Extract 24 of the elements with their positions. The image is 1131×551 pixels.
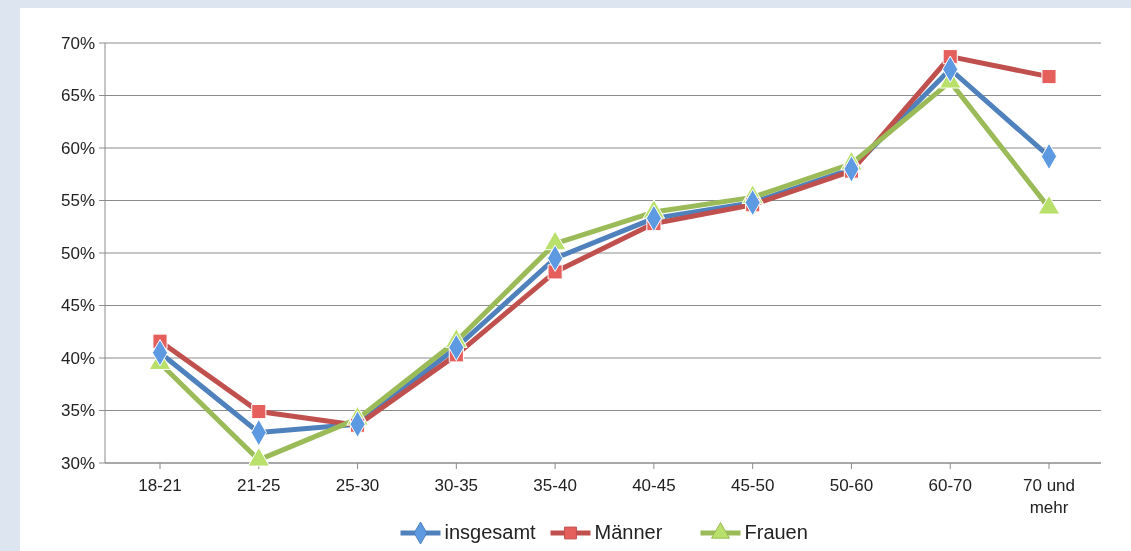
y-tick-label: 55%: [60, 191, 95, 211]
y-tick-label: 40%: [60, 348, 95, 368]
point: [1041, 69, 1057, 85]
y-tick-label: 60%: [60, 138, 95, 158]
y-tick-label: 45%: [60, 296, 95, 316]
x-tick-label: 60-70: [928, 476, 972, 495]
x-tick-label: 45-50: [730, 476, 775, 495]
point: [251, 403, 267, 420]
x-tick-label: 18-21: [138, 476, 182, 495]
legend-label: Männer: [594, 521, 663, 543]
x-tick-label: 35-40: [533, 476, 577, 495]
legend-label: insgesamt: [444, 521, 537, 543]
legend-label: Frauen: [744, 521, 808, 543]
y-tick-label: 35%: [60, 401, 95, 421]
y-tick-label: 50%: [60, 243, 95, 263]
x-tick-label: 21-25: [237, 476, 281, 495]
y-tick-label: 70%: [60, 33, 95, 53]
x-tick-label: 70 und mehr: [1023, 476, 1075, 517]
y-tick-label: 65%: [60, 86, 95, 106]
x-tick-label: 30-35: [434, 476, 479, 495]
x-tick-label: 25-30: [335, 476, 380, 495]
x-tick-label: 50-60: [829, 476, 874, 495]
y-tick-label: 30%: [60, 453, 95, 473]
x-tick-label: 40-45: [632, 476, 676, 495]
